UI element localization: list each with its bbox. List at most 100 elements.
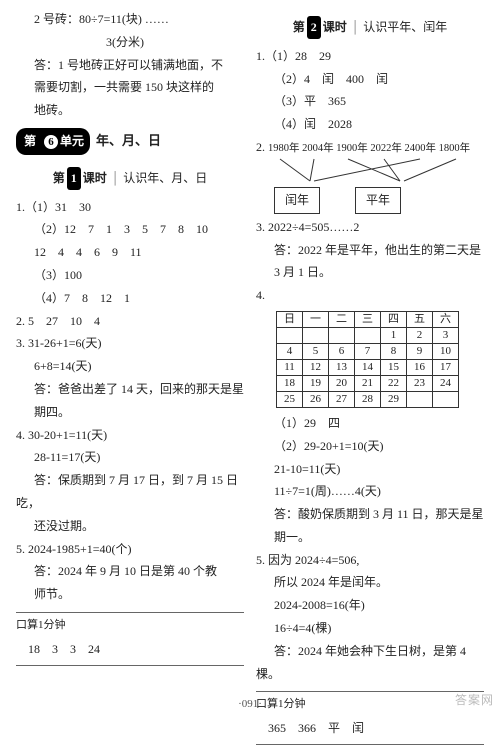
cal-cell: 22: [381, 375, 407, 391]
table-row: 日 一 二 三 四 五 六: [277, 311, 459, 327]
cal-header: 五: [407, 311, 433, 327]
cal-cell: [407, 391, 433, 407]
text-line: （4）闰 2028: [256, 113, 484, 136]
text-line: 21-10=11(天): [256, 458, 484, 481]
text-line: 1.（1）31 30: [16, 196, 244, 219]
cal-cell: 29: [381, 391, 407, 407]
watermark: 答案网: [455, 691, 494, 708]
cal-header: 四: [381, 311, 407, 327]
cal-cell: [433, 391, 459, 407]
lesson-suffix: 课时: [323, 20, 347, 34]
unit-suffix: 单元: [60, 134, 84, 148]
common-year-box: 平年: [355, 187, 401, 214]
table-row: 2526272829: [277, 391, 459, 407]
text-line: 2. 5 27 10 4: [16, 310, 244, 333]
table-row: 45678910: [277, 343, 459, 359]
text-line: 答：2024 年 9 月 10 日是第 40 个教: [16, 560, 244, 583]
text-line: （3）100: [16, 264, 244, 287]
table-row: 123: [277, 327, 459, 343]
q2-label: 2.: [256, 140, 265, 154]
cal-cell: [355, 327, 381, 343]
cal-cell: 9: [407, 343, 433, 359]
text-line: 2 号砖：80÷7=11(块) ……: [16, 8, 244, 31]
text-line: 5. 2024-1985+1=40(个): [16, 538, 244, 561]
text-line: 12 4 4 6 9 11: [16, 241, 244, 264]
cal-cell: 16: [407, 359, 433, 375]
leap-year-box: 闰年: [274, 187, 320, 214]
unit-prefix: 第: [16, 128, 40, 155]
text-line: 2024-2008=16(年): [256, 594, 484, 617]
lesson-prefix: 第: [53, 171, 65, 185]
text-line: （2）4 闰 400 闰: [256, 68, 484, 91]
cal-cell: 3: [433, 327, 459, 343]
text-line: 还没过期。: [16, 515, 244, 538]
cal-cell: 20: [329, 375, 355, 391]
lesson-suffix: 课时: [83, 171, 107, 185]
right-column: 第2课时│认识平年、闰年 1.（1）28 29 （2）4 闰 400 闰 （3）…: [250, 8, 490, 686]
cal-cell: 17: [433, 359, 459, 375]
cal-cell: 12: [303, 359, 329, 375]
cal-cell: 14: [355, 359, 381, 375]
cal-cell: 6: [329, 343, 355, 359]
text-line: 师节。: [16, 583, 244, 606]
cal-cell: 8: [381, 343, 407, 359]
cal-cell: 19: [303, 375, 329, 391]
cal-cell: [329, 327, 355, 343]
cal-cell: 23: [407, 375, 433, 391]
text-line: （3）平 365: [256, 90, 484, 113]
cal-header: 三: [355, 311, 381, 327]
text-line: 期一。: [256, 526, 484, 549]
separator: │: [111, 171, 120, 185]
text-line: 6+8=14(天): [16, 355, 244, 378]
text-line: （2）29-20+1=10(天): [256, 435, 484, 458]
text-line: 期四。: [16, 401, 244, 424]
mental-math-box: 口算1分钟 18 3 3 24: [16, 612, 244, 666]
cal-cell: 11: [277, 359, 303, 375]
page-number: ·091·: [0, 698, 500, 710]
cal-cell: 21: [355, 375, 381, 391]
cal-cell: 26: [303, 391, 329, 407]
lesson-title: 认识年、月、日: [123, 171, 207, 185]
text-line: 5. 因为 2024÷4=506,: [256, 549, 484, 572]
text-line: 28-11=17(天): [16, 446, 244, 469]
text-line: 3 月 1 日。: [256, 261, 484, 284]
text-line: 3. 2022÷4=505……2: [256, 216, 484, 239]
text-line: 11÷7=1(周)……4(天): [256, 480, 484, 503]
cal-cell: 28: [355, 391, 381, 407]
text-line: 答：1 号地砖正好可以铺满地面，不: [16, 54, 244, 77]
cal-cell: 25: [277, 391, 303, 407]
cal-cell: 5: [303, 343, 329, 359]
text-line: 所以 2024 年是闰年。: [256, 571, 484, 594]
text-line: （2）12 7 1 3 5 7 8 10: [16, 218, 244, 241]
cal-cell: 7: [355, 343, 381, 359]
left-column: 2 号砖：80÷7=11(块) …… 3(分米) 答：1 号地砖正好可以铺满地面…: [10, 8, 250, 686]
separator: │: [351, 20, 360, 34]
cal-cell: 10: [433, 343, 459, 359]
cal-header: 六: [433, 311, 459, 327]
unit-badge: 第6单元 年、月、日: [16, 128, 161, 155]
years-list: 1980年 2004年 1900年 2022年 2400年 1800年: [268, 143, 470, 154]
lesson-number: 1: [67, 167, 81, 190]
text-line: 答：2022 年是平年，他出生的第二天是: [256, 239, 484, 262]
cal-cell: [277, 327, 303, 343]
table-row: 11121314151617: [277, 359, 459, 375]
cal-cell: 15: [381, 359, 407, 375]
q4-label: 4.: [256, 284, 484, 307]
cal-cell: 18: [277, 375, 303, 391]
q2-line: 2. 1980年 2004年 1900年 2022年 2400年 1800年: [256, 136, 484, 159]
text-line: 16÷4=4(棵): [256, 617, 484, 640]
lesson-title: 认识平年、闰年: [363, 20, 447, 34]
text-line: 地砖。: [16, 99, 244, 122]
lesson-header: 第1课时 │认识年、月、日: [16, 167, 244, 190]
cal-cell: [303, 327, 329, 343]
text-line: 答：爸爸出差了 14 天，回来的那天是星: [16, 378, 244, 401]
mental-values: 18 3 3 24: [16, 636, 244, 663]
cal-cell: 4: [277, 343, 303, 359]
text-line: 3. 31-26+1=6(天): [16, 332, 244, 355]
calendar-table: 日 一 二 三 四 五 六 123 45678910 1112131415161…: [276, 311, 459, 408]
cal-cell: 27: [329, 391, 355, 407]
text-line: 答：酸奶保质期到 3 月 11 日，那天是星: [256, 503, 484, 526]
mental-label: 口算1分钟: [16, 615, 244, 636]
cal-header: 日: [277, 311, 303, 327]
cal-cell: 13: [329, 359, 355, 375]
